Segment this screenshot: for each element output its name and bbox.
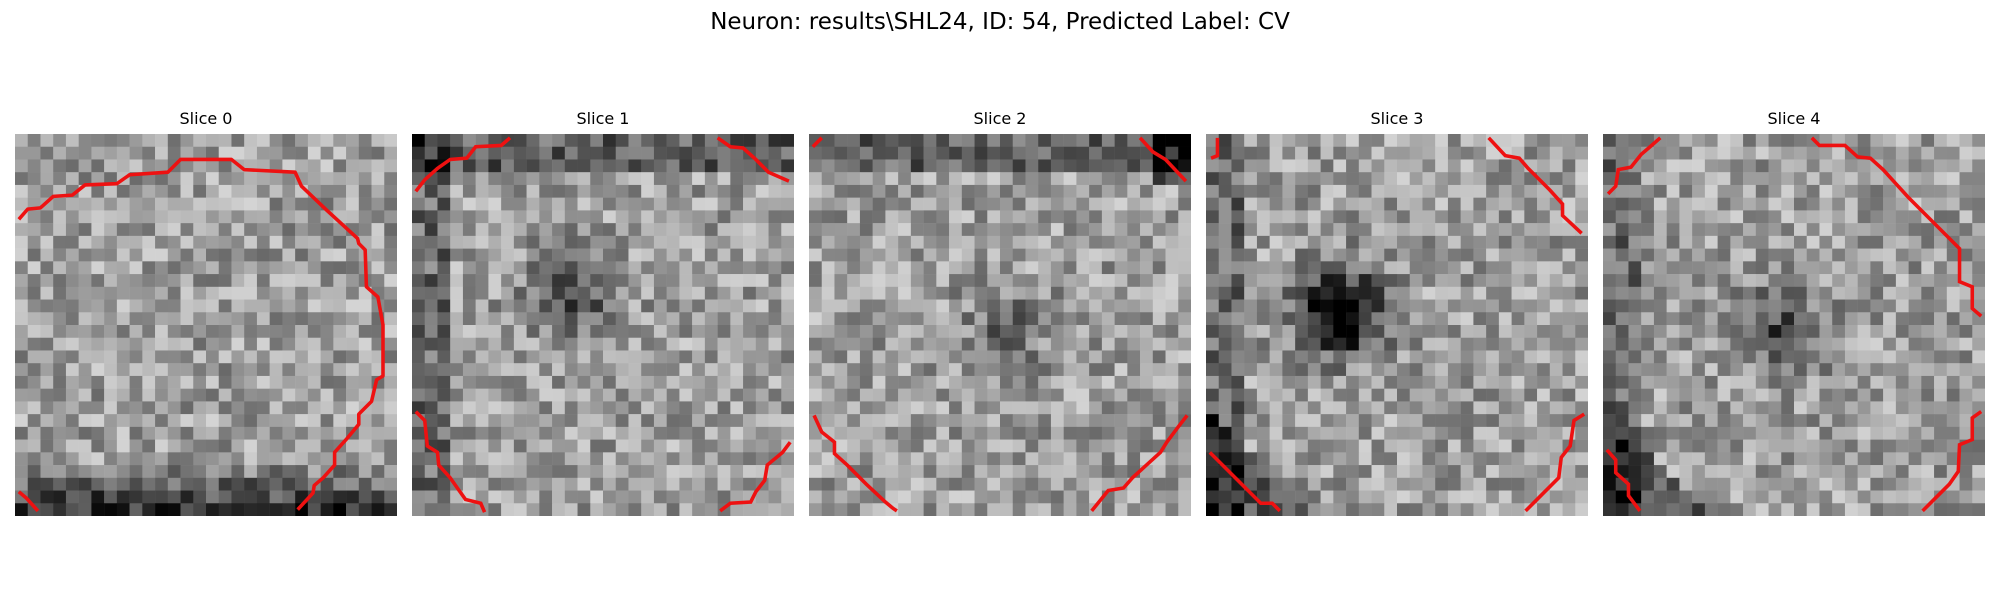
slice-2-contour-tr — [1138, 136, 1188, 183]
slice-0-title: Slice 0 — [179, 109, 233, 128]
slice-1-contour-tr — [716, 136, 790, 183]
slice-1-svg — [412, 134, 794, 516]
slice-3-contour-bl — [1208, 451, 1282, 513]
slice-1-pixels — [412, 134, 794, 516]
slice-2-contour-br — [1090, 414, 1189, 513]
slice-2-contour-tl — [811, 136, 823, 148]
slice-1-contour-bl — [414, 410, 487, 513]
slice-0-contour-corner — [17, 490, 40, 513]
slice-0-contour — [17, 157, 385, 511]
slice-1-contour-br — [719, 441, 792, 513]
slice-3-contour-tr — [1487, 136, 1583, 235]
slice-1-title: Slice 1 — [576, 109, 630, 128]
slice-3-contour-tl — [1210, 137, 1220, 160]
slice-3-svg — [1206, 134, 1588, 516]
slice-1-contour-tl — [414, 136, 512, 193]
slice-1-image — [412, 134, 794, 516]
slice-4-image — [1603, 134, 1985, 516]
slice-2-image — [809, 134, 1191, 516]
slice-4-contour-bl — [1605, 448, 1642, 512]
slice-4-contour-tl — [1606, 136, 1662, 196]
slice-4-contour-br — [1921, 410, 1983, 513]
slice-3-title: Slice 3 — [1370, 109, 1424, 128]
figure-title: Neuron: results\SHL24, ID: 54, Predicted… — [710, 9, 1290, 35]
slice-3-image — [1206, 134, 1588, 516]
slice-2-svg — [809, 134, 1191, 516]
slice-2-pixels — [809, 134, 1191, 516]
slice-0-image — [15, 134, 397, 516]
slice-4-pixels — [1603, 134, 1985, 516]
slice-3-pixels — [1206, 134, 1588, 516]
slice-4-contour-tr — [1810, 136, 1983, 318]
slice-2-contour-bl — [812, 414, 898, 513]
slice-4-title: Slice 4 — [1767, 109, 1821, 128]
slice-2-title: Slice 2 — [973, 109, 1027, 128]
slice-0-pixels — [15, 134, 397, 516]
slice-3-contour-br — [1524, 412, 1586, 513]
slice-4-svg — [1603, 134, 1985, 516]
slice-0-svg — [15, 134, 397, 516]
